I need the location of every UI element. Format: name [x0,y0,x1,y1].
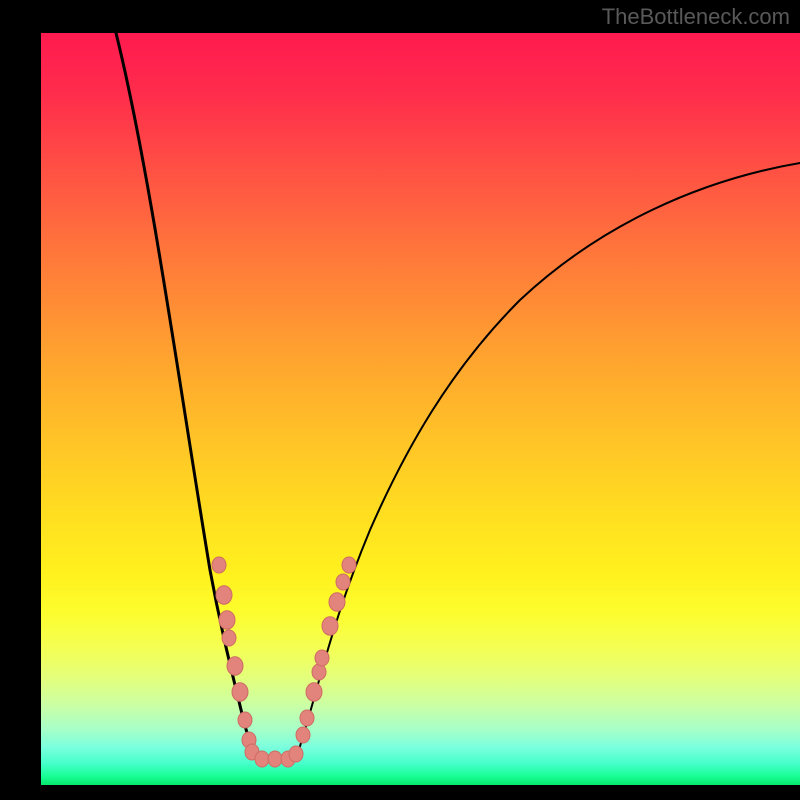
marker-dot [222,630,236,646]
marker-dot [219,611,235,629]
marker-dot [329,593,345,611]
marker-dot [227,657,243,675]
marker-dot [336,574,350,590]
marker-dot [315,650,329,666]
marker-dot [255,751,269,767]
marker-dot [312,664,326,680]
marker-dot [216,586,232,604]
marker-dot [289,746,303,762]
marker-dot [268,751,282,767]
marker-dot [212,557,226,573]
marker-dot [300,710,314,726]
marker-dot [306,683,322,701]
watermark-text: TheBottleneck.com [602,4,790,30]
marker-dot [238,712,252,728]
marker-dot [342,557,356,573]
marker-dot [296,727,310,743]
chart-container: TheBottleneck.com [0,0,800,800]
plot-background [41,33,800,785]
marker-dot [322,617,338,635]
marker-dot [232,683,248,701]
chart-svg [0,0,800,800]
